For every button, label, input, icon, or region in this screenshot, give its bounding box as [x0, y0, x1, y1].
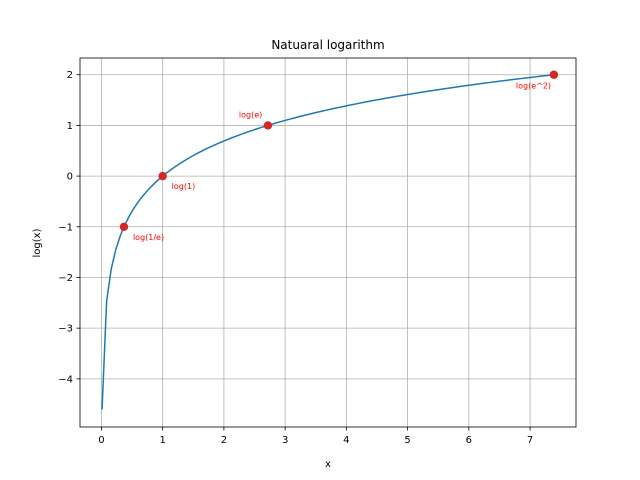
y-tick-label: −1: [58, 222, 73, 233]
plot-frame: [79, 57, 577, 428]
point-label: log(e^2): [516, 82, 551, 91]
chart-title: Natuaral logarithm: [271, 38, 384, 52]
y-tick-label: −3: [58, 324, 73, 335]
marked-points: [119, 70, 559, 231]
y-axis-label: log(x): [32, 228, 43, 257]
x-tick-label: 6: [466, 435, 472, 446]
y-tick-label: 1: [67, 121, 73, 132]
y-axis-ticks: −4 −3 −2 −1 0 1 2: [58, 70, 80, 385]
y-tick-label: −2: [58, 273, 73, 284]
x-tick-label: 1: [159, 435, 165, 446]
x-tick-label: 3: [282, 435, 288, 446]
x-tick-label: 0: [98, 435, 104, 446]
point-marker: [263, 121, 273, 130]
point-label: log(1/e): [133, 233, 164, 242]
point-marker: [549, 70, 559, 79]
point-label: log(e): [239, 110, 262, 119]
x-tick-label: 4: [343, 435, 349, 446]
y-tick-label: 0: [67, 172, 73, 183]
x-tick-label: 2: [221, 435, 227, 446]
grid: [80, 58, 576, 427]
plot-area: log(1/e) log(1) log(e) log(e^2): [101, 70, 559, 410]
x-tick-label: 7: [527, 435, 533, 446]
point-label: log(1): [172, 182, 196, 191]
point-marker: [158, 171, 167, 181]
y-tick-label: 2: [67, 70, 73, 81]
point-annotations: log(1/e) log(1) log(e) log(e^2): [133, 82, 551, 242]
log-curve: [101, 73, 554, 410]
point-marker: [119, 222, 129, 231]
x-tick-label: 5: [404, 435, 410, 446]
y-tick-label: −4: [58, 374, 73, 385]
x-axis-ticks: 0 1 2 3 4 5 6 7: [98, 427, 533, 446]
x-axis-label: x: [325, 459, 331, 470]
